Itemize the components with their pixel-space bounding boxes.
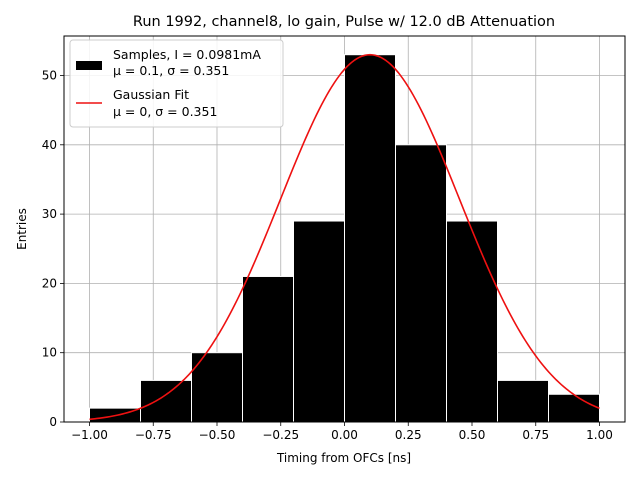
x-tick-label-1: −0.75: [135, 428, 172, 442]
gaussian-fit-curve: [89, 53, 600, 421]
x-tick-label-5: 0.25: [395, 428, 422, 442]
histogram-bar-8: [497, 379, 549, 423]
legend: Samples, I = 0.0981mA μ = 0.1, σ = 0.351…: [69, 39, 284, 128]
histogram-bar-6: [395, 144, 447, 423]
legend-samples-label: Samples, I = 0.0981mA: [113, 47, 261, 62]
y-tick-label-2: 20: [42, 276, 57, 290]
histogram-bar-7: [446, 220, 498, 423]
y-tick-label-4: 40: [42, 138, 57, 152]
histogram-bars: [89, 54, 600, 423]
x-tick-label-8: 1.00: [586, 428, 613, 442]
histogram-bar-2: [191, 352, 243, 423]
chart-title: Run 1992, channel8, lo gain, Pulse w/ 12…: [133, 14, 555, 30]
legend-samples-stats: μ = 0.1, σ = 0.351: [113, 63, 229, 78]
y-tick-label-0: 0: [49, 415, 57, 429]
x-tick-label-0: −1.00: [71, 428, 108, 442]
x-tick-label-2: −0.50: [199, 428, 236, 442]
histogram-bar-3: [242, 275, 294, 423]
y-axis-label: Entries: [15, 208, 29, 250]
x-tick-label-4: 0.00: [331, 428, 358, 442]
x-tick-label-7: 0.75: [522, 428, 549, 442]
histogram-bar-5: [344, 54, 396, 423]
histogram-bar-4: [293, 220, 345, 423]
y-tick-label-5: 50: [42, 69, 57, 83]
legend-box: [69, 39, 284, 128]
x-tick-label-6: 0.50: [459, 428, 486, 442]
histogram-bar-9: [548, 393, 600, 423]
x-axis-label: Timing from OFCs [ns]: [276, 451, 411, 465]
legend-fit-stats: μ = 0, σ = 0.351: [113, 104, 217, 119]
legend-samples-swatch: [76, 61, 102, 70]
x-tick-label-3: −0.25: [262, 428, 299, 442]
histogram-bar-1: [140, 379, 192, 423]
legend-fit-label: Gaussian Fit: [113, 87, 189, 102]
y-axis-ticks: 0 10 20 30 40 50: [42, 69, 64, 429]
y-tick-label-1: 10: [42, 346, 57, 360]
y-tick-label-3: 30: [42, 207, 57, 221]
x-axis-ticks: −1.00 −0.75 −0.50 −0.25 0.00 0.25 0.50 0.75 1.00: [71, 422, 613, 442]
